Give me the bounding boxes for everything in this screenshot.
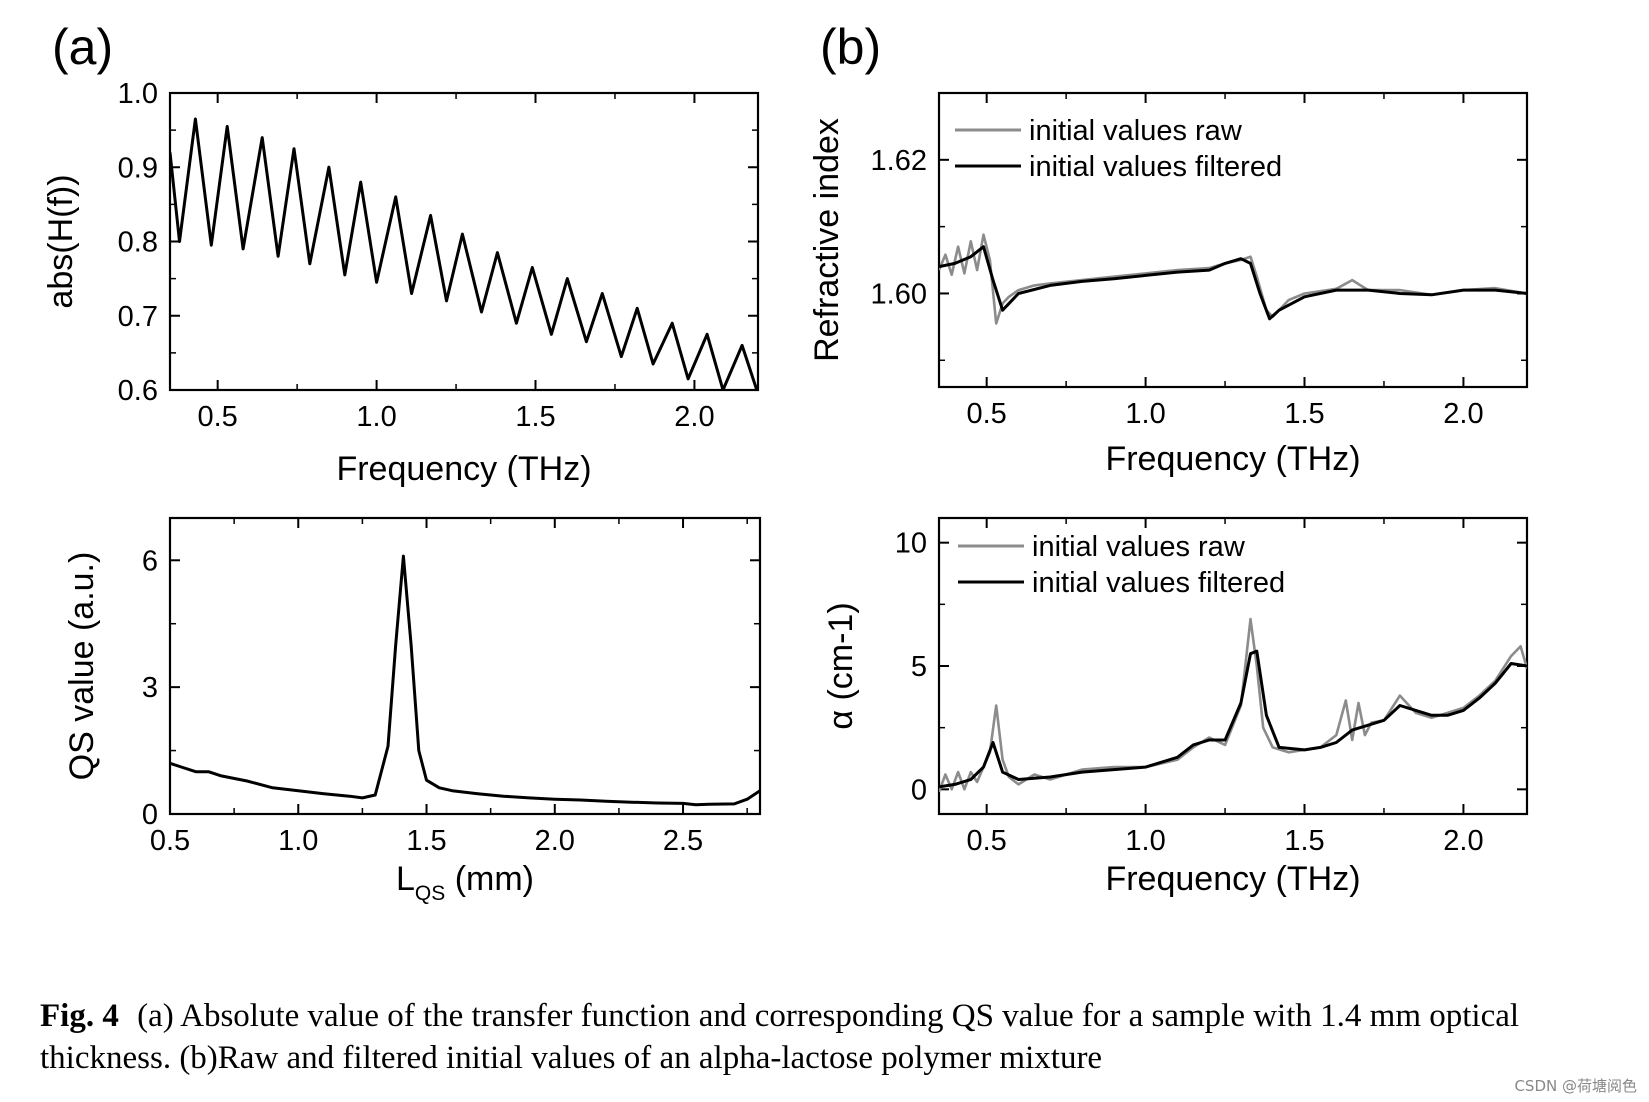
x-tick-label: 1.5	[406, 825, 446, 857]
panel-label-a: (a)	[52, 19, 113, 75]
y-axis-title: α (cm-1)	[822, 602, 860, 729]
x-axis-title-unit: (mm)	[445, 860, 534, 898]
plot-frame	[168, 516, 762, 816]
chart-absorption-coefficient: 0.5 1.0 1.5 2.0 0 5 10 Frequency (THz) α (cm-1) i…	[822, 516, 1529, 898]
x-tick-label: 0.5	[967, 398, 1007, 430]
x-axis-title: Frequency (THz)	[1105, 440, 1360, 478]
panel-label-b: (b)	[820, 19, 881, 75]
y-tick-label: 0.6	[118, 375, 158, 407]
x-tick-label: 2.5	[663, 825, 703, 857]
series-line-1	[939, 245, 1527, 321]
x-tick-label: 1.0	[278, 825, 318, 857]
x-axis-title-subscript: QS	[415, 882, 445, 905]
y-axis-title: QS value (a.u.)	[63, 552, 101, 781]
x-tick-label: 2.0	[1443, 825, 1483, 857]
x-tick-label: 2.0	[1443, 398, 1483, 430]
x-tick-label: 2.0	[535, 825, 575, 857]
chart-refractive-index: 0.5 1.0 1.5 2.0 1.60 1.62 Frequency (THz) Refra…	[808, 91, 1529, 478]
x-tick-label: 1.0	[356, 401, 396, 433]
series-line-0	[170, 554, 760, 807]
x-tick-label: 1.5	[1284, 825, 1324, 857]
y-tick-label: 0.8	[118, 227, 158, 259]
x-tick-label: 1.5	[515, 401, 555, 433]
x-tick-label: 1.5	[1284, 398, 1324, 430]
x-tick-label: 1.0	[1125, 825, 1165, 857]
series-line-0	[939, 617, 1527, 793]
x-axis-title-main: L	[396, 860, 415, 898]
x-tick-label: 0.5	[150, 825, 190, 857]
series-line-1	[939, 649, 1527, 789]
watermark: CSDN @荷塘阅色	[1514, 1077, 1637, 1095]
x-tick-label: 1.0	[1125, 398, 1165, 430]
y-axis-title: abs(H(f))	[42, 174, 80, 308]
series-line-0	[939, 233, 1527, 325]
series-line-0	[170, 117, 758, 390]
y-tick-label: 1.60	[871, 278, 927, 310]
x-tick-label: 0.5	[198, 401, 238, 433]
x-axis-title: Frequency (THz)	[1105, 860, 1360, 898]
y-tick-label: 0.9	[118, 152, 158, 184]
y-axis-title: Refractive index	[808, 118, 846, 362]
figure-caption: Fig. 4 (a) Absolute value of the transfe…	[40, 995, 1640, 1079]
y-tick-label: 0.7	[118, 301, 158, 333]
y-tick-label: 1.62	[871, 145, 927, 177]
x-axis-title: Frequency (THz)	[336, 450, 591, 488]
x-tick-label: 0.5	[967, 825, 1007, 857]
caption-label: Fig. 4	[40, 998, 119, 1034]
legend-label-1: initial values filtered	[1032, 567, 1285, 599]
legend-label-0: initial values raw	[1029, 115, 1243, 147]
y-tick-label: 5	[911, 651, 927, 683]
legend-label-0: initial values raw	[1032, 531, 1246, 563]
caption-text: (a) Absolute value of the transfer funct…	[40, 998, 1520, 1076]
plot-frame	[937, 91, 1529, 389]
y-tick-label: 6	[142, 545, 158, 577]
y-tick-label: 0	[911, 774, 927, 806]
x-tick-label: 2.0	[674, 401, 714, 433]
chart-qs-value: 0.5 1.0 1.5 2.0 2.5 0 3 6 LQS (mm) QS value (a.u.…	[63, 516, 762, 905]
y-tick-label: 0	[142, 799, 158, 831]
legend-label-1: initial values filtered	[1029, 151, 1282, 183]
y-tick-label: 10	[895, 528, 927, 560]
x-axis-title: LQS (mm)	[396, 860, 534, 905]
chart-abs-transfer-function: 0.5 1.0 1.5 2.0 0.6 0.7 0.8 0.9 1.0 Frequency (TH…	[42, 78, 760, 488]
y-tick-label: 3	[142, 672, 158, 704]
y-tick-label: 1.0	[118, 78, 158, 110]
